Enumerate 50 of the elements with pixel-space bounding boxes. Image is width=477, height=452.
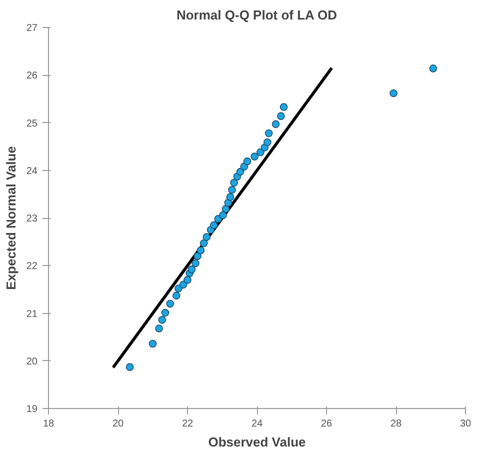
point	[264, 129, 273, 138]
point	[184, 276, 192, 284]
x-tick-label: 26	[320, 418, 332, 430]
point	[264, 138, 272, 146]
y-tick-label: 23	[26, 214, 38, 224]
y-tick-label: 19	[26, 404, 38, 415]
point	[226, 193, 234, 201]
point	[280, 103, 288, 111]
y-tick-label: 25	[26, 118, 38, 130]
x-axis-title: Observed Value	[208, 434, 306, 450]
point	[250, 152, 258, 160]
point	[200, 239, 208, 248]
point	[429, 64, 438, 72]
point	[194, 252, 202, 260]
chart-title: Normal Q-Q Plot of LA OD	[176, 8, 338, 22]
point	[158, 316, 166, 324]
point	[390, 89, 398, 98]
y-tick-label: 22	[26, 261, 38, 272]
point	[230, 178, 238, 187]
x-tick-label: 28	[390, 418, 402, 430]
point	[166, 300, 174, 308]
x-tick-label: 30	[460, 418, 472, 430]
point	[228, 186, 236, 194]
y-tick-label: 24	[26, 166, 38, 177]
point	[219, 211, 227, 220]
point	[148, 340, 157, 348]
point	[155, 324, 163, 332]
y-tick-label: 20	[26, 356, 38, 368]
point	[188, 266, 196, 274]
point	[172, 292, 180, 300]
x-tick-label: 20	[112, 418, 124, 430]
point	[277, 112, 285, 120]
point	[192, 259, 200, 268]
point	[236, 168, 244, 176]
point	[272, 120, 280, 128]
x-tick-label: 24	[251, 418, 263, 430]
point	[243, 157, 252, 166]
point	[202, 233, 211, 241]
y-tick-label: 21	[26, 308, 38, 320]
y-axis-title: Expected Normal Value	[3, 146, 18, 290]
point	[196, 246, 205, 254]
y-tick-label: 27	[26, 23, 38, 34]
point	[256, 148, 264, 156]
x-tick-label: 18	[42, 418, 54, 430]
x-tick-label: 22	[182, 418, 194, 430]
point	[210, 221, 218, 230]
point	[161, 308, 170, 317]
point	[126, 363, 134, 371]
point	[222, 205, 230, 213]
y-tick-label: 26	[26, 70, 38, 82]
